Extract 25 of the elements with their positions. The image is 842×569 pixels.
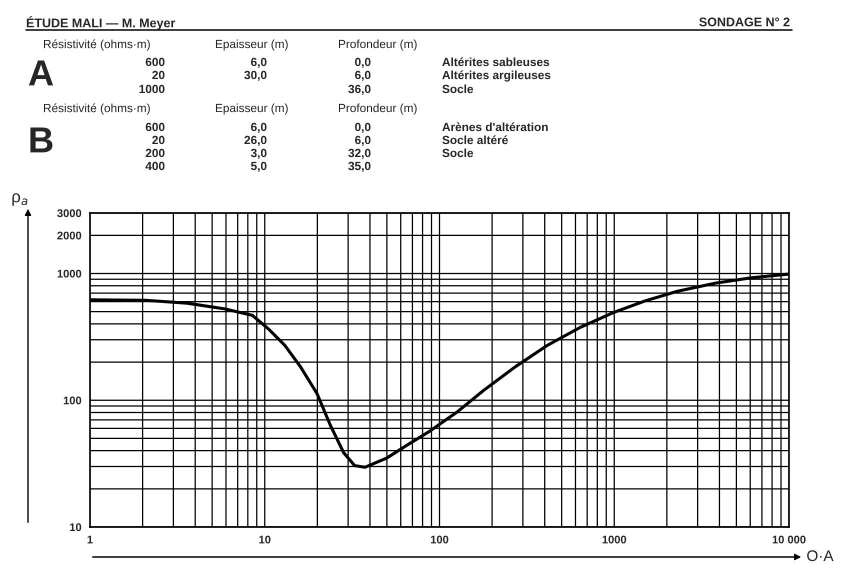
x-tick-label: 100 [430, 536, 448, 544]
text: 20 26,0 6,0 Socle altéré [152, 135, 508, 146]
x-tick-label: 1 [88, 536, 93, 544]
text: A [28, 60, 54, 86]
text: 600 6,0 0,0 Arènes d'altération [146, 122, 548, 133]
text: 200 3,0 32,0 Socle [146, 148, 474, 159]
text: B [30, 127, 52, 152]
text: Résistivité (ohms·m) Epaisseur (m) Profondeur (m) [44, 103, 417, 115]
text: 600 6,0 0,0 Altérites sableuses [146, 57, 550, 68]
chart-subtitle: SONDAGE N° 2 [699, 18, 790, 26]
text: 20 30,0 6,0 Altérites argileuses [152, 70, 550, 82]
y-tick-label: 3000 [57, 209, 82, 218]
x-axis-title: O·A [807, 550, 834, 562]
y-axis-title: ρ$_{a}$ [12, 193, 28, 206]
y-tick-label: 10 [70, 523, 82, 532]
x-tick-label: 10 [259, 536, 270, 544]
text: Résistivité (ohms·m) Epaisseur (m) Profondeur (m) [44, 39, 417, 51]
x-tick-label: 1000 [602, 536, 626, 544]
text: 1000 36,0 Socle [139, 84, 474, 95]
x-tick-label: 10 000 [772, 536, 806, 544]
y-tick-label: 1000 [58, 270, 82, 278]
text: 400 5,0 35,0 [145, 162, 371, 172]
y-tick-label: 100 [64, 396, 82, 404]
y-tick-label: 2000 [57, 232, 82, 240]
chart-title: ÉTUDE MALI — M. Meyer [26, 16, 176, 30]
